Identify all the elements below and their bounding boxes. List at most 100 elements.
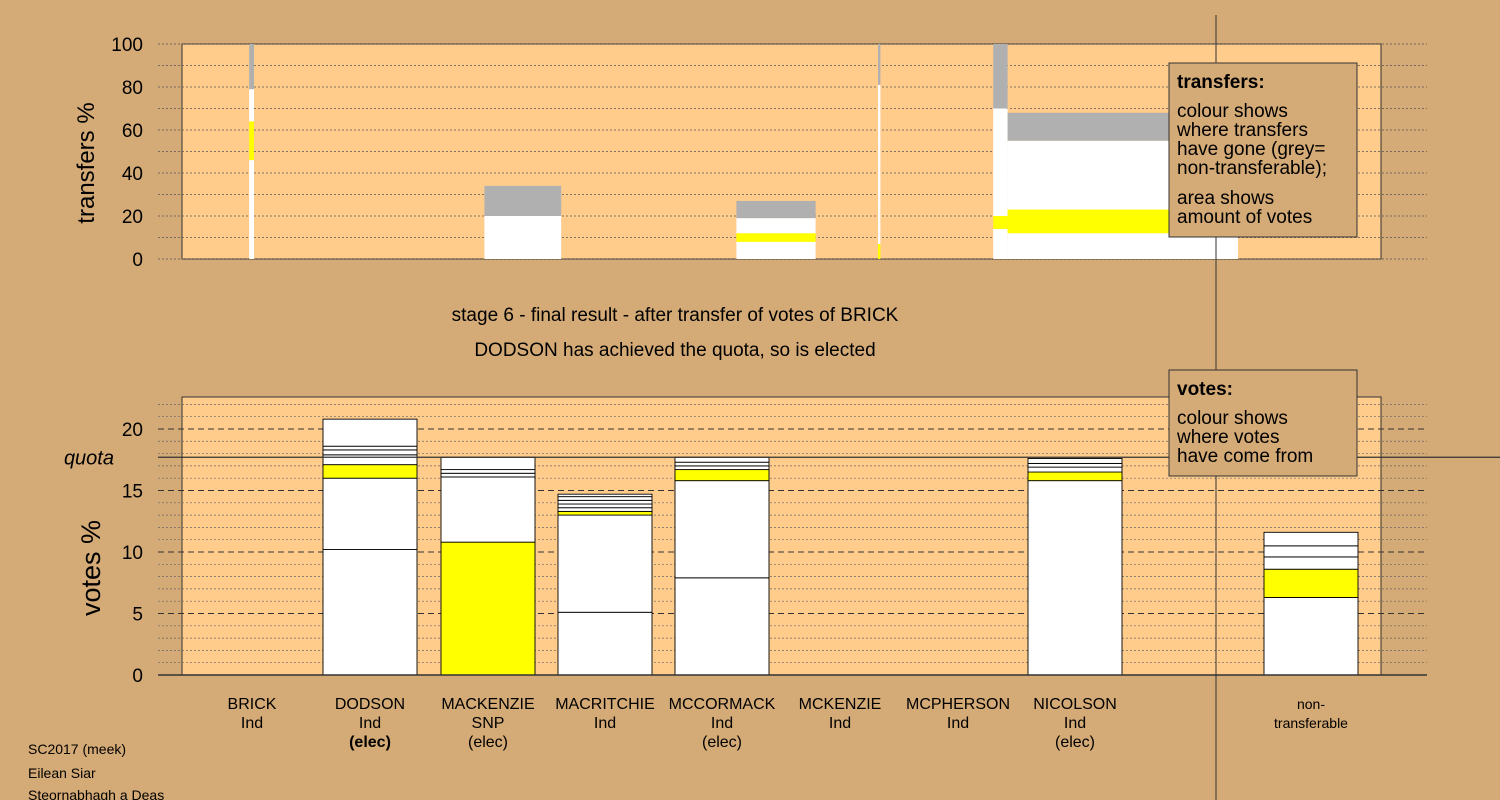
vote-segment: [557, 496, 653, 501]
vote-segment: [322, 454, 418, 466]
transfer-segment: [878, 243, 881, 259]
candidate-party: SNP: [472, 715, 505, 732]
vote-segment: [674, 461, 770, 467]
candidate-status: (elec): [1055, 734, 1095, 751]
vote-segment: [322, 445, 418, 451]
transfer-segment: [249, 121, 254, 161]
vote-segment: [1027, 458, 1123, 464]
candidate-name: MCPHERSON: [906, 696, 1010, 713]
vote-segment: [1263, 531, 1359, 547]
vote-segment: [674, 480, 770, 579]
candidate-party: Ind: [711, 715, 733, 732]
vote-segment: [440, 469, 536, 474]
votes-legend: votes: colour shows where votes have com…: [1168, 369, 1358, 477]
transfer-segment: [249, 89, 254, 122]
candidate-status: (elec): [702, 734, 742, 751]
transfers-y-tick: 20: [122, 207, 143, 228]
transfer-segment: [878, 44, 881, 85]
candidate-name: MCCORMACK: [669, 696, 776, 713]
votes-y-tick: 10: [122, 543, 143, 564]
transfer-segment: [484, 216, 562, 259]
candidate-party: Ind: [241, 715, 263, 732]
transfers-legend-line: non-transferable);: [1177, 158, 1327, 179]
candidate-party: Ind: [947, 715, 969, 732]
vote-segment: [557, 503, 653, 509]
transfer-segment: [993, 228, 1008, 259]
votes-y-axis-label: votes %: [76, 520, 106, 616]
vote-segment: [557, 611, 653, 676]
vote-segment: [322, 549, 418, 676]
transfer-segment: [249, 160, 254, 259]
footer-election: SC2017 (meek): [28, 741, 126, 757]
vote-segment: [1027, 466, 1123, 473]
candidate-name: DODSON: [335, 696, 405, 713]
vote-segment: [440, 456, 536, 471]
transfer-segment: [736, 200, 816, 219]
votes-legend-line: where votes: [1176, 427, 1279, 448]
elected-message: DODSON has achieved the quota, so is ele…: [474, 340, 875, 361]
vote-segment: [557, 510, 653, 516]
transfers-legend-title: transfers:: [1177, 72, 1265, 93]
transfer-segment: [878, 84, 881, 244]
transfers-y-tick: 0: [132, 250, 143, 271]
vote-segment: [557, 499, 653, 505]
votes-legend-line: colour shows: [1177, 408, 1288, 429]
votes-y-tick: 0: [132, 666, 143, 687]
votes-legend-line: have come from: [1177, 446, 1313, 467]
footer-council: Eilean Siar: [28, 765, 96, 781]
candidate-party: Ind: [1064, 715, 1086, 732]
vote-segment: [322, 449, 418, 456]
vote-segment: [322, 464, 418, 479]
vote-segment: [557, 493, 653, 498]
candidate-party: Ind: [594, 715, 616, 732]
transfer-segment: [736, 233, 816, 242]
transfer-segment: [736, 241, 816, 259]
transfers-y-tick: 60: [122, 121, 143, 142]
candidate-name: MCKENZIE: [799, 696, 882, 713]
candidate-name: MACKENZIE: [441, 696, 534, 713]
vote-segment: [1263, 556, 1359, 570]
vote-segment: [322, 418, 418, 447]
transfer-segment: [993, 108, 1008, 216]
vote-segment: [440, 541, 536, 676]
vote-segment: [1027, 480, 1123, 676]
candidate-party: Ind: [359, 715, 381, 732]
candidate-status: (elec): [349, 734, 391, 751]
vote-segment: [674, 456, 770, 463]
candidate-party: Ind: [829, 715, 851, 732]
transfers-y-tick: 40: [122, 164, 143, 185]
transfers-y-tick: 80: [122, 78, 143, 99]
votes-legend-title: votes:: [1177, 379, 1233, 400]
votes-y-tick: 15: [122, 481, 143, 502]
candidate-name: MACRITCHIE: [555, 696, 655, 713]
transfers-legend: transfers: colour shows where transfers …: [1168, 62, 1358, 238]
votes-y-tick: 5: [132, 604, 143, 625]
vote-segment: [1263, 545, 1359, 558]
transfers-legend-line: have gone (grey=: [1177, 139, 1325, 160]
vote-segment: [1027, 471, 1123, 482]
vote-segment: [440, 472, 536, 478]
transfer-segment: [249, 44, 254, 90]
transfer-segment: [993, 216, 1008, 229]
candidate-status: (elec): [468, 734, 508, 751]
transfer-segment: [993, 44, 1008, 109]
votes-y-tick: 20: [122, 420, 143, 441]
vote-segment: [1027, 462, 1123, 468]
transfers-legend-line: area shows: [1177, 188, 1274, 209]
transfers-y-tick: 100: [111, 35, 143, 56]
vote-segment: [322, 477, 418, 550]
candidate-name: NICOLSON: [1033, 696, 1117, 713]
transfers-legend-line: colour shows: [1177, 101, 1288, 122]
quota-label: quota: [64, 447, 114, 469]
vote-segment: [557, 514, 653, 613]
transfer-segment: [736, 218, 816, 234]
candidate-name: BRICK: [228, 696, 277, 713]
transfers-legend-line: where transfers: [1176, 120, 1308, 141]
vote-segment: [674, 469, 770, 482]
candidate-name: non-: [1297, 696, 1325, 712]
transfers-y-axis-label: transfers %: [73, 102, 100, 223]
vote-segment: [1263, 568, 1359, 598]
vote-segment: [557, 507, 653, 512]
